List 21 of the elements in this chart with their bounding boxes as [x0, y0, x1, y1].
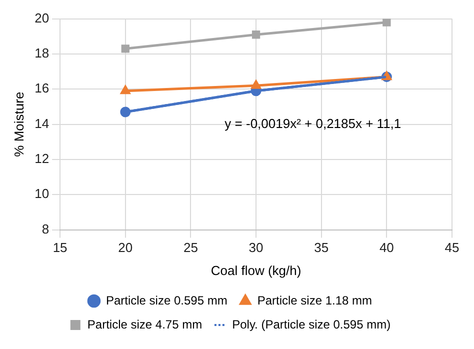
y-tick-label: 16 — [34, 80, 50, 96]
y-tick-label: 10 — [34, 186, 50, 202]
x-tick-label: 45 — [444, 240, 460, 256]
y-tick-label: 14 — [34, 116, 50, 131]
x-tick-label: 15 — [52, 240, 68, 256]
x-tick-label: 30 — [248, 240, 264, 256]
x-tick-label: 25 — [183, 240, 198, 256]
y-tick-label: 18 — [34, 46, 50, 61]
annotation: y = -0,0019x² + 0,2185x + 11,1 — [224, 116, 402, 131]
y-tick-label: 8 — [42, 221, 50, 236]
x-tick-label: 35 — [314, 240, 329, 256]
x-tick-label: 40 — [379, 240, 394, 256]
x-axis-title: Coal flow (kg/h) — [210, 262, 302, 278]
y-tick-label: 12 — [34, 151, 50, 166]
legend-label: Particle size 0.595 mm — [106, 293, 228, 308]
x-tick-label: 20 — [118, 240, 133, 256]
legend-label: Particle size 4.75 mm — [87, 317, 202, 332]
legend-label: Poly. (Particle size 0.595 mm) — [232, 317, 391, 332]
y-axis-title: % Moisture — [11, 92, 26, 157]
y-tick-label: 20 — [34, 10, 50, 26]
legend-label: Particle size 1.18 mm — [257, 293, 372, 308]
